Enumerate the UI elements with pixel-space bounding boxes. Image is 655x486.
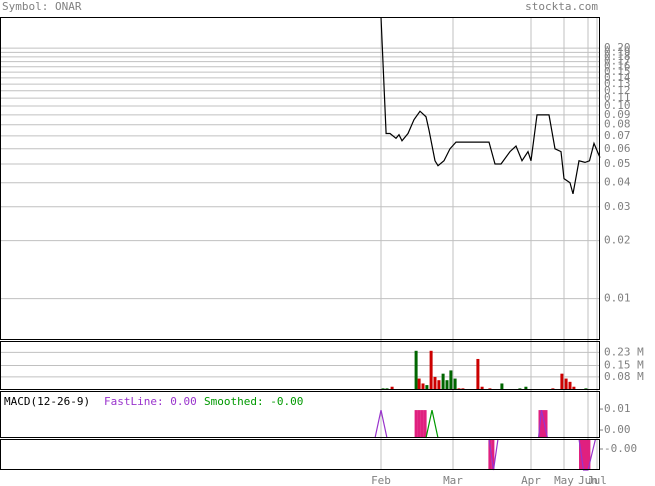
y-tick-label: 0.16 [604,60,631,73]
macd-bar [423,410,427,438]
y-tick-label: 0.19 [604,45,631,58]
volume-bar [453,378,457,390]
y-tick-label: 0.18 [604,50,631,63]
volume-bar [437,380,441,390]
volume-bar [560,373,564,390]
y-tick-label: 0.08 [604,118,631,131]
macd-bar [488,439,492,470]
volume-bar [564,378,568,390]
volume-bar [429,350,433,390]
volume-bar [421,383,425,390]
macd-title: MACD(12-26-9) [4,395,90,408]
x-tick-label: Mar [443,474,463,486]
x-tick-label: Feb [371,474,391,486]
y-tick-label: 0.00 [604,423,631,436]
macd-bar [544,410,548,438]
y-tick-label: 0.07 [604,129,631,142]
volume-bar [445,380,449,390]
volume-bar [500,383,504,390]
chart-title: Symbol: ONAR [2,0,82,13]
fast-line [374,409,549,439]
macd-bar [491,439,495,470]
x-tick-label: Jul [587,474,607,486]
y-tick-label: 0.10 [604,99,631,112]
y-tick-label: 0.09 [604,108,631,121]
volume-bar [524,386,528,390]
volume-bar [390,386,394,390]
volume-bar [480,386,484,390]
macd-bar [585,439,588,470]
y-tick-label: 0.17 [604,55,631,68]
macd-bar [587,439,591,470]
volume-bar [417,378,421,390]
site-name: stockta.com [525,0,598,13]
macd-bar [420,410,424,438]
macd-bar [579,439,582,470]
y-tick-label: 0.02 [604,234,631,247]
y-tick-label: 0.15 M [604,359,644,372]
y-tick-label: -0.00 [604,442,637,455]
y-tick-label: 0.14 [604,71,631,84]
volume-bar [476,358,480,390]
panel-frame [0,439,600,470]
volume-bar [572,386,576,390]
y-tick-label: 0.23 M [604,345,644,358]
fastline-label: FastLine: 0.00 [104,395,197,408]
volume-bar [425,385,429,390]
volume-bar [568,381,572,390]
y-tick-label: 0.20 [604,41,631,54]
y-tick-label: 0.06 [604,142,631,155]
smoothed-label: Smoothed: -0.00 [204,395,303,408]
volume-bar [441,373,445,390]
y-tick-label: 0.01 [604,292,631,305]
smoothed-line [425,409,439,439]
volume-bar [449,370,453,390]
macd-bar [417,410,421,438]
panel-frame [0,391,600,438]
panel-frame [0,17,600,340]
price-line [380,16,601,195]
y-tick-label: 0.05 [604,157,631,170]
y-tick-label: 0.03 [604,200,631,213]
y-tick-label: 0.13 [604,77,631,90]
x-tick-label: Apr [521,474,541,486]
panel-frame [0,341,600,390]
y-tick-label: 0.15 [604,65,631,78]
volume-bar [414,350,418,390]
y-tick-label: 0.08 M [604,370,644,383]
y-tick-label: 0.11 [604,91,631,104]
macd-bar [541,410,545,438]
x-tick-label: Jun [578,474,598,486]
x-tick-label: May [554,474,574,486]
y-tick-label: 0.04 [604,176,631,189]
y-tick-label: 0.12 [604,84,631,97]
volume-bar [433,376,437,390]
y-tick-label: 0.01 [604,402,631,415]
macd-bar [414,410,418,438]
macd-bar [582,439,585,470]
